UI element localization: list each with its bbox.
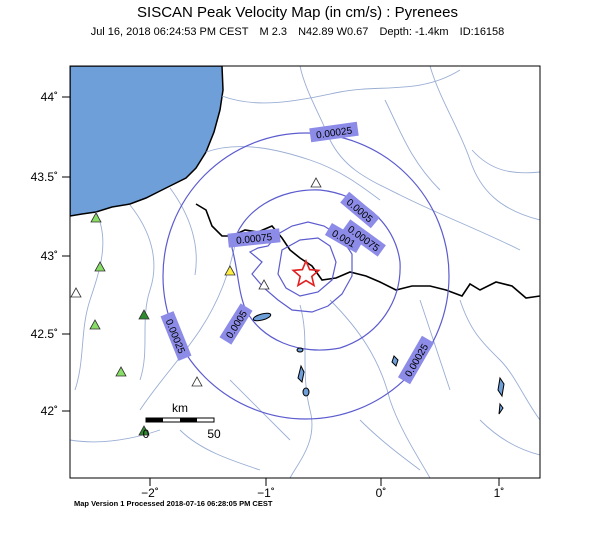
longitude-axis (149, 478, 500, 486)
station-marker[interactable] (94, 261, 106, 272)
station-marker[interactable] (90, 212, 102, 223)
lon-label: −2˚ (141, 486, 159, 500)
contour-0.00025 (162, 132, 450, 420)
event-id: ID:16158 (459, 26, 505, 38)
contour-label: 0.00025 (309, 121, 359, 143)
station-marker[interactable] (191, 376, 203, 387)
lat-label: 43˚ (41, 249, 58, 263)
svg-text:0.00025: 0.00025 (316, 125, 354, 141)
station-marker[interactable] (258, 279, 270, 290)
station-marker[interactable] (310, 177, 322, 188)
map-footer: Map Version 1 Processed 2018-07-16 06:28… (74, 499, 273, 508)
station-marker[interactable] (224, 265, 236, 276)
lon-label: −1˚ (257, 486, 275, 500)
contour-label: 0.00075 (227, 228, 281, 248)
station-marker[interactable] (115, 366, 127, 377)
event-info: Jul 16, 2018 06:24:53 PM CEST M 2.3 N42.… (0, 26, 595, 38)
station-marker[interactable] (89, 319, 101, 330)
event-magnitude: M 2.3 (259, 26, 288, 38)
latitude-axis (62, 96, 70, 412)
scale-bar-min: 0 (143, 427, 150, 441)
scale-bar-title: km (172, 401, 188, 415)
event-depth: Depth: -1.4km (379, 26, 449, 38)
contour-0.001 (277, 237, 337, 297)
scale-bar: km 0 50 (143, 401, 221, 441)
station-marker[interactable] (138, 309, 150, 320)
station-marker[interactable] (138, 425, 150, 436)
lat-label: 43.5˚ (31, 170, 58, 184)
map-frame (69, 65, 541, 479)
epicenter-star[interactable] (291, 258, 321, 288)
svg-text:0.00075: 0.00075 (236, 232, 274, 247)
lat-label: 42.5˚ (31, 327, 58, 341)
event-date: Jul 16, 2018 06:24:53 PM CEST (90, 26, 249, 38)
lon-label: 0˚ (376, 486, 387, 500)
rivers (70, 66, 540, 478)
event-location: N42.89 W0.67 (298, 26, 369, 38)
station-marker[interactable] (70, 287, 82, 298)
scale-bar-max: 50 (207, 427, 221, 441)
lat-label: 44˚ (41, 90, 58, 104)
lakes (252, 312, 505, 415)
lat-label: 42˚ (41, 404, 58, 418)
lon-label: 1˚ (494, 486, 505, 500)
stations (70, 177, 322, 436)
map-title: SISCAN Peak Velocity Map (in cm/s) : Pyr… (137, 4, 458, 21)
sea-area (70, 66, 224, 217)
